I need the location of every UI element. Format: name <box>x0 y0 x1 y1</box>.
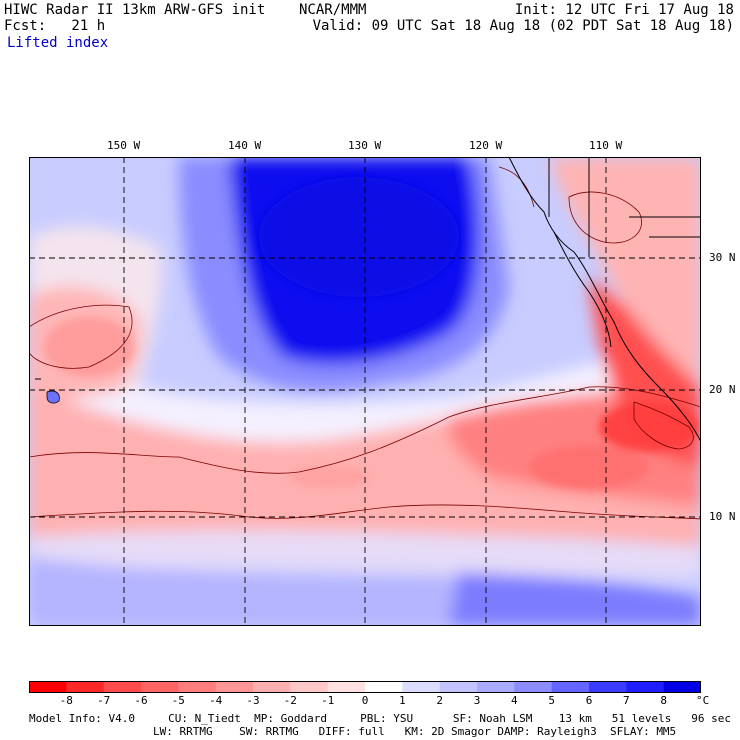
lon-label-130w: 130 W <box>348 139 382 152</box>
colorbar-swatch <box>103 681 142 693</box>
colorbar-swatch <box>66 681 105 693</box>
valid-time: Valid: 09 UTC Sat 18 Aug 18 (02 PDT Sat … <box>312 18 734 34</box>
colorbar-tick-label: 3 <box>473 694 481 707</box>
colorbar-tick-label: -7 <box>97 694 111 707</box>
colorbar-tick-label: -1 <box>321 694 335 707</box>
colorbar-swatch <box>178 681 217 693</box>
lifted-index-map <box>29 157 701 626</box>
colorbar-tick-label: 6 <box>585 694 593 707</box>
colorbar-tick-label: -2 <box>283 694 297 707</box>
lon-label-110w: 110 W <box>589 139 623 152</box>
colorbar-swatch <box>626 681 665 693</box>
coastline <box>508 157 701 443</box>
colorbar-border <box>29 681 701 693</box>
colorbar-tick-label: 4 <box>510 694 518 707</box>
lon-label-140w: 140 W <box>228 139 262 152</box>
colorbar-tick-label: 8 <box>660 694 667 707</box>
hawaii-islands <box>35 378 60 404</box>
colorbar-swatch <box>477 681 515 693</box>
colorbar-tick-label: -4 <box>209 694 223 707</box>
init-time: Init: 12 UTC Fri 17 Aug 18 <box>514 2 734 18</box>
contour-lines <box>29 166 701 520</box>
colorbar-swatch <box>439 681 478 693</box>
colorbar <box>29 681 701 693</box>
lat-label-10n: 10 N <box>709 510 736 523</box>
colorbar-swatch <box>141 681 179 693</box>
colorbar-swatch <box>551 681 590 693</box>
colorbar-tick-label: 0 <box>361 694 369 707</box>
colorbar-tick-label: -8 <box>59 694 73 707</box>
colorbar-tick-label: 7 <box>622 694 630 707</box>
colorbar-swatch <box>663 681 701 693</box>
colorbar-swatch <box>402 681 441 693</box>
map-title: HIWC Radar II 13km ARW-GFS init NCAR/MMM <box>4 2 367 18</box>
colorbar-swatch <box>290 681 329 693</box>
colorbar-swatch <box>327 681 366 693</box>
colorbar-swatch <box>365 681 403 693</box>
colorbar-swatch <box>215 681 254 693</box>
lon-label-150w: 150 W <box>107 139 141 152</box>
field-name: Lifted index <box>7 35 109 51</box>
lat-label-30n: 30 N <box>709 251 736 264</box>
graticule <box>29 157 701 626</box>
lat-label-20n: 20 N <box>709 383 736 396</box>
model-info-line1: Model Info: V4.0 CU: N_Tiedt MP: Goddard… <box>29 712 731 725</box>
colorbar-swatch <box>253 681 291 693</box>
colorbar-unit: °C <box>696 694 710 707</box>
model-info-line2: LW: RRTMG SW: RRTMG DIFF: full KM: 2D Sm… <box>153 725 677 738</box>
colorbar-tick-label: -5 <box>171 694 185 707</box>
colorbar-swatch <box>514 681 553 693</box>
colorbar-tick-label: 1 <box>398 694 406 707</box>
colorbar-tick-label: -3 <box>246 694 260 707</box>
colorbar-tick-label: 2 <box>436 694 443 707</box>
colorbar-swatch <box>589 681 627 693</box>
forecast-hour: Fcst: 21 h <box>4 18 106 34</box>
colorbar-tick-label: -6 <box>134 694 148 707</box>
lon-label-120w: 120 W <box>469 139 503 152</box>
map-border <box>29 157 701 626</box>
colorbar-tick-label: 5 <box>548 694 555 707</box>
colorbar-swatch <box>29 681 67 693</box>
